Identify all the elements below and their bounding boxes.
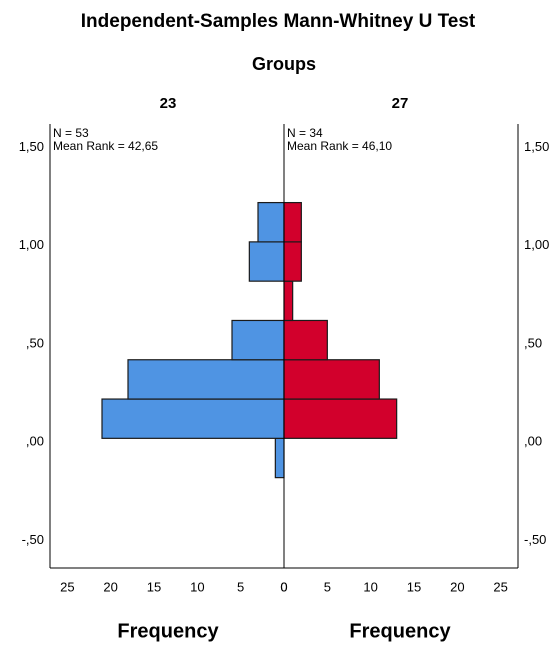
x-axis-label: Frequency	[117, 620, 219, 642]
x-tick-label: 25	[60, 579, 74, 594]
y-tick-label: -,50	[22, 532, 44, 547]
y-tick-label: ,50	[26, 335, 44, 350]
bar	[257, 201, 285, 243]
x-tick-label: 10	[190, 579, 204, 594]
y-tick-label: -,50	[524, 532, 546, 547]
y-tick-label: 1,00	[19, 237, 44, 252]
bar	[231, 319, 285, 361]
y-tick-label: ,00	[26, 434, 44, 449]
panel-label: 23	[160, 95, 177, 112]
y-tick-label: 1,00	[524, 237, 549, 252]
x-tick-label: 25	[493, 579, 507, 594]
y-tick-label: 1,50	[19, 139, 44, 154]
annotation: Mean Rank = 42,65	[53, 139, 158, 153]
x-tick-label: 0	[280, 579, 287, 594]
bar	[248, 241, 285, 282]
bar	[101, 398, 285, 439]
bar	[274, 437, 285, 479]
chart-subtitle: Groups	[252, 54, 316, 74]
x-tick-label: 15	[407, 579, 421, 594]
annotation: N = 53	[53, 126, 89, 140]
annotation: N = 34	[287, 126, 323, 140]
bar	[283, 241, 302, 282]
bar	[283, 359, 380, 400]
bar	[283, 280, 294, 322]
x-tick-label: 20	[450, 579, 464, 594]
bar	[283, 201, 302, 243]
x-tick-label: 10	[363, 579, 377, 594]
x-tick-label: 5	[237, 579, 244, 594]
x-tick-label: 0	[280, 579, 287, 594]
y-tick-label: 1,50	[524, 139, 549, 154]
bar	[127, 359, 285, 400]
x-tick-label: 5	[324, 579, 331, 594]
panel-label: 27	[392, 95, 409, 112]
bar	[283, 319, 328, 361]
y-tick-label: ,00	[524, 434, 542, 449]
x-tick-label: 15	[147, 579, 161, 594]
x-tick-label: 20	[103, 579, 117, 594]
chart-title: Independent-Samples Mann-Whitney U Test	[81, 11, 476, 32]
annotation: Mean Rank = 46,10	[287, 139, 392, 153]
bar	[283, 398, 398, 439]
y-tick-label: ,50	[524, 335, 542, 350]
x-axis-label: Frequency	[349, 620, 451, 642]
